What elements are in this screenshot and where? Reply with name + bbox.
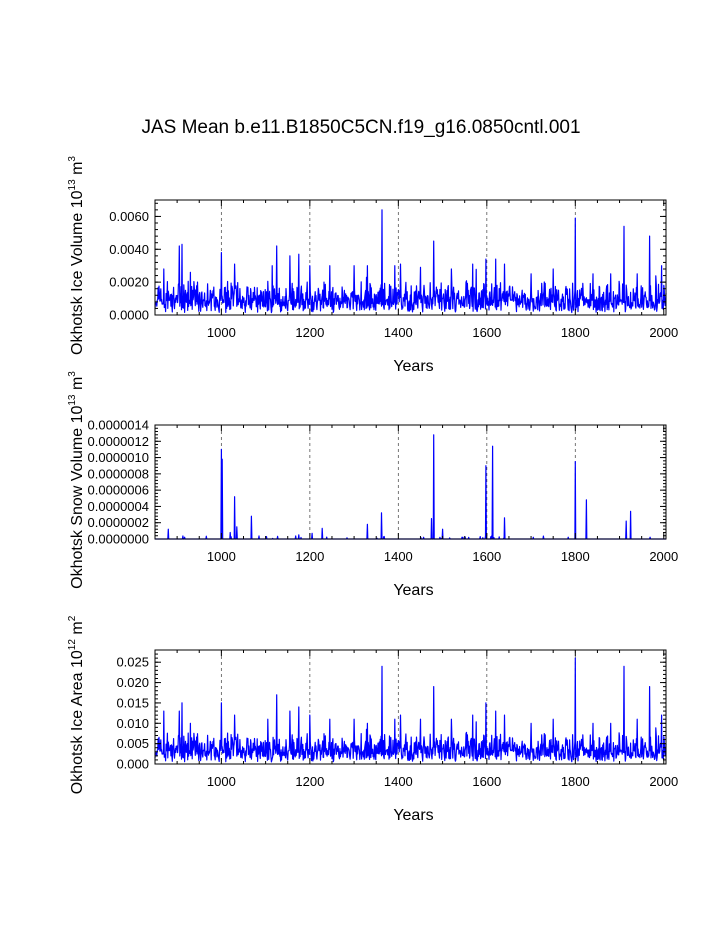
y-axis-label: Okhotsk Ice Area 1012 m2 [67,615,86,794]
x-axis-label: Years [393,582,433,599]
x-tick-label: 1000 [207,325,236,340]
x-tick-label: 2000 [649,549,678,564]
y-tick-label: 0.0040 [109,242,149,257]
y-tick-label: 0.0000004 [88,499,149,514]
x-tick-label: 1000 [207,549,236,564]
figure-title: JAS Mean b.e11.B1850C5CN.f19_g16.0850cnt… [141,117,580,138]
y-axis-label: Okhotsk Snow Volume 1013 m3 [67,371,86,589]
series-line-snow-volume [154,434,667,540]
y-tick-label: 0.000 [116,757,149,772]
chart-panel-snow-volume: 1000 1200 1400 1600 1800 2000 0.0000000 0.00000… [67,371,678,599]
x-tick-label: 1400 [384,325,413,340]
x-axis-label: Years [393,807,433,824]
x-tick-label: 1400 [384,774,413,789]
series-line-ice-volume [154,209,667,314]
x-tick-label: 1800 [561,325,590,340]
y-tick-label: 0.010 [116,716,149,731]
x-tick-label: 2000 [649,325,678,340]
y-tick-label: 0.025 [116,655,149,670]
y-tick-label: 0.0000006 [88,483,149,498]
x-tick-label: 1400 [384,549,413,564]
series-line-ice-area [154,657,667,763]
y-tick-label: 0.0000008 [88,466,149,481]
x-tick-label: 1800 [561,549,590,564]
y-tick-label: 0.0000000 [88,532,149,547]
y-tick-label: 0.0000002 [88,515,149,530]
plot-frame [154,199,667,316]
y-tick-label: 0.005 [116,736,149,751]
x-tick-label: 1600 [472,774,501,789]
x-axis-label: Years [393,358,433,375]
x-tick-label: 1000 [207,774,236,789]
y-tick-label: 0.0000014 [88,418,149,433]
y-tick-label: 0.020 [116,675,149,690]
x-tick-label: 1600 [472,325,501,340]
y-tick-label: 0.0020 [109,275,149,290]
chart-panel-ice-area: 1000 1200 1400 1600 1800 2000 0.000 0.005 0.010 0… [67,615,678,824]
x-tick-label: 1200 [295,325,324,340]
y-tick-label: 0.015 [116,695,149,710]
x-tick-label: 1200 [295,774,324,789]
plot-frame [154,424,667,540]
y-tick-label: 0.0060 [109,209,149,224]
x-tick-label: 1800 [561,774,590,789]
x-tick-label: 1200 [295,549,324,564]
y-tick-label: 0.0000 [109,308,149,323]
x-tick-label: 2000 [649,774,678,789]
y-tick-label: 0.0000010 [88,450,149,465]
y-tick-label: 0.0000012 [88,434,149,449]
y-axis-label: Okhotsk Ice Volume 1013 m3 [67,156,86,355]
chart-panel-ice-volume: 1000 1200 1400 1600 1800 2000 0.0000 0.0020 0.00… [67,156,678,375]
x-tick-label: 1600 [472,549,501,564]
